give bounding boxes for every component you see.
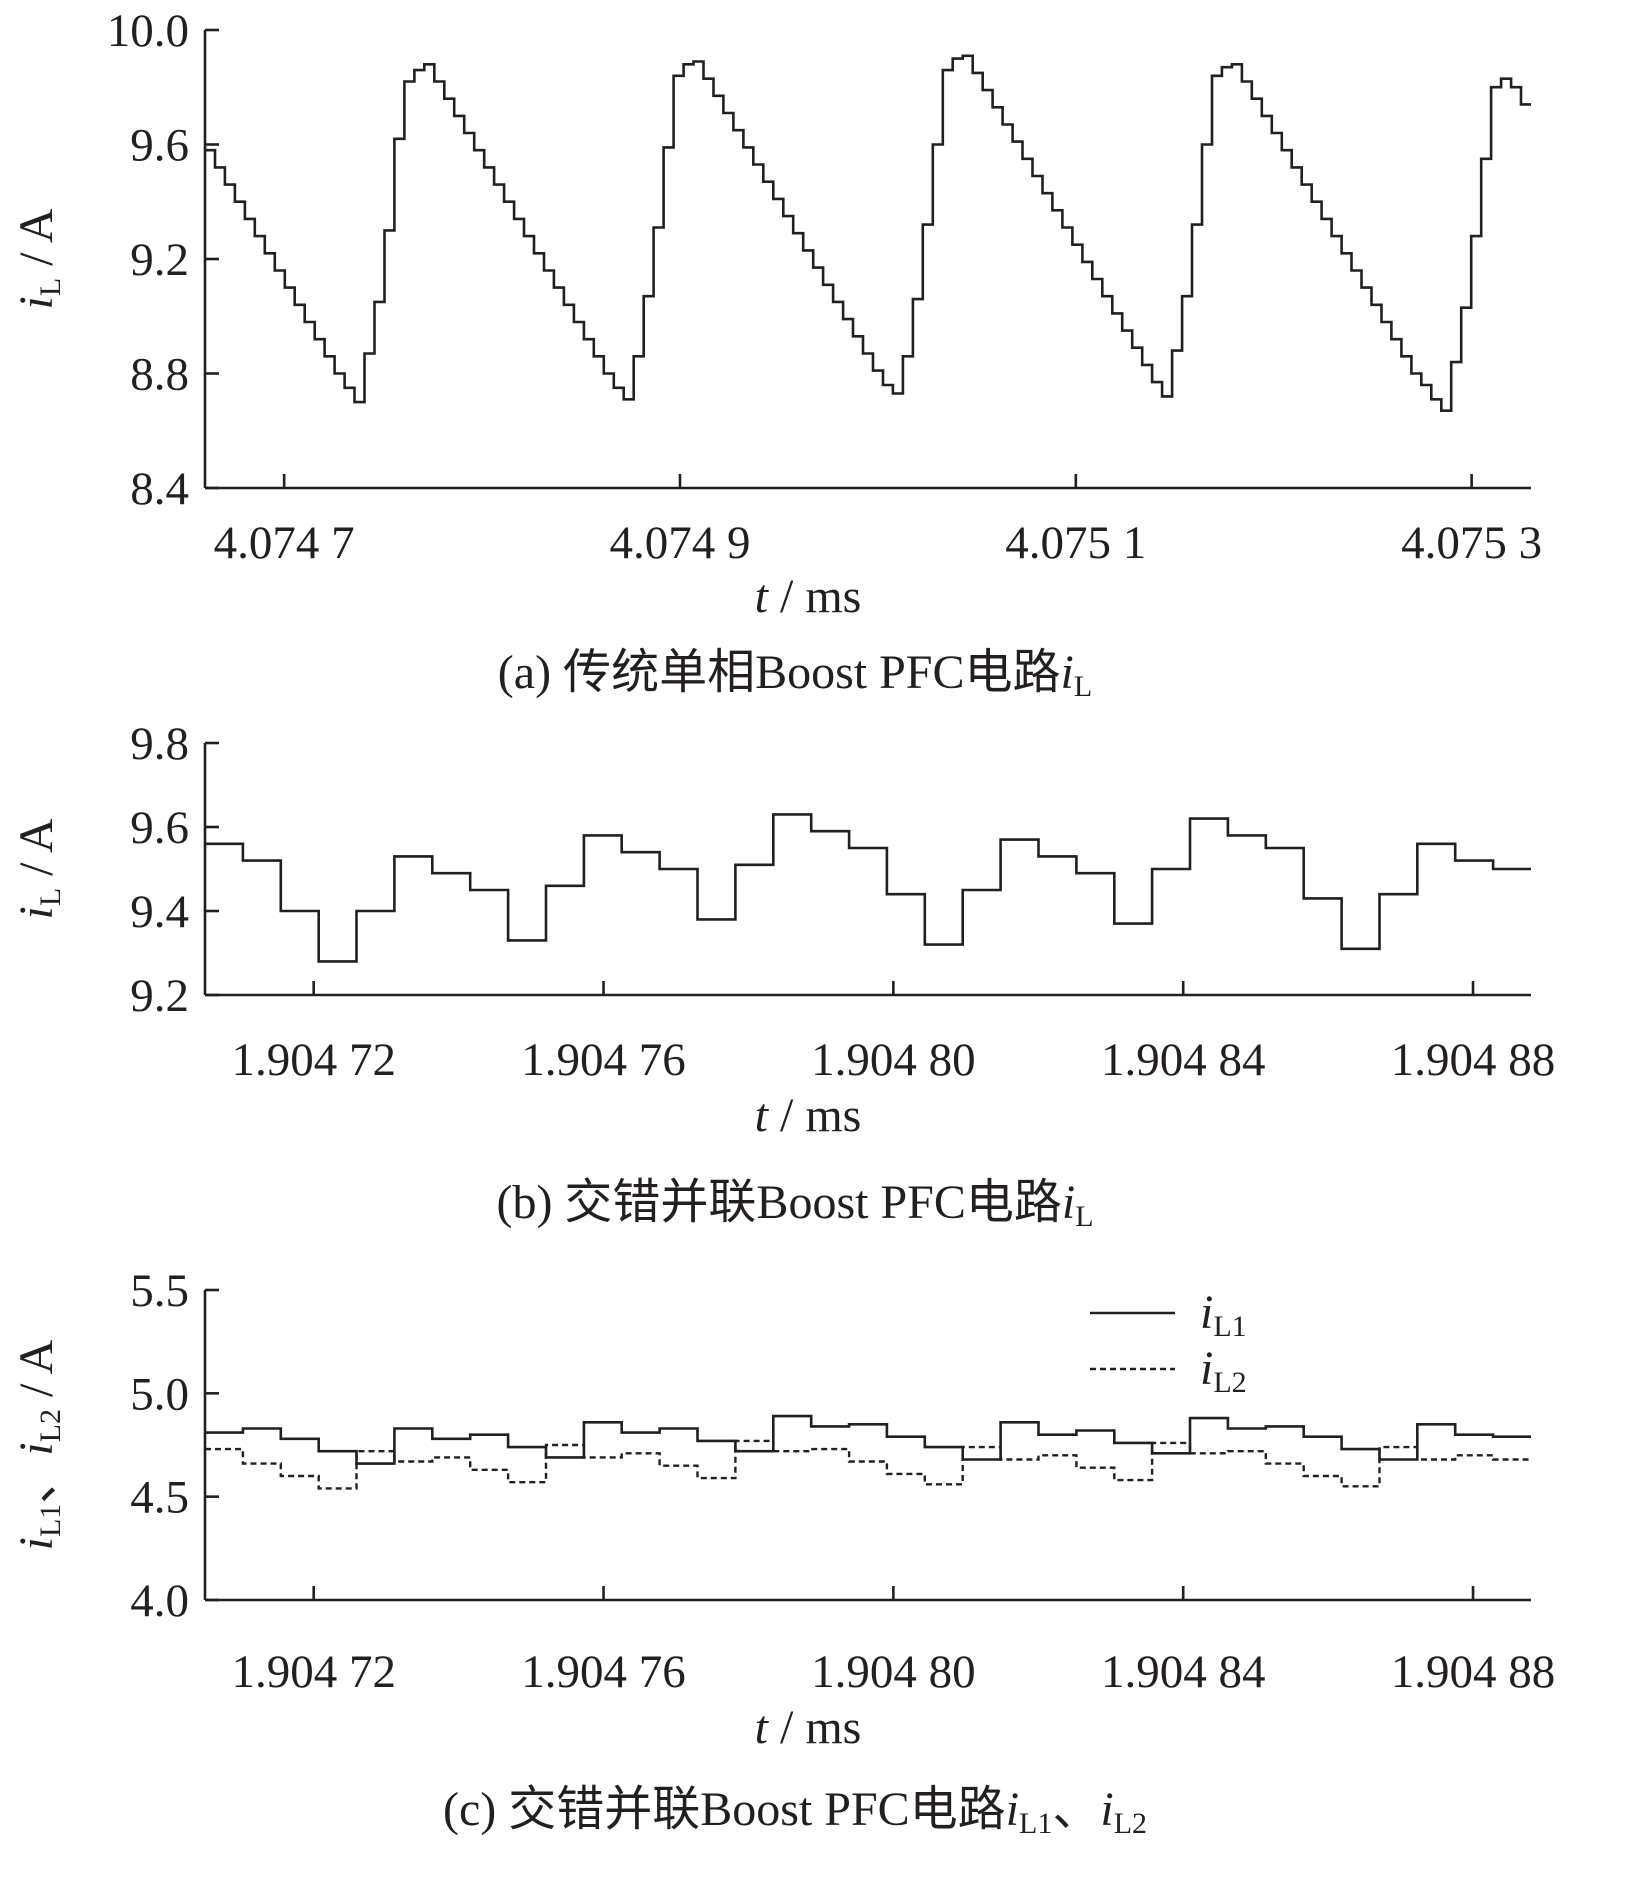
y-axis-label: iL / A: [10, 208, 67, 309]
x-tick-label: 4.075 3: [1401, 517, 1542, 569]
x-axis-label: t / ms: [755, 570, 862, 623]
x-tick-label: 4.074 7: [214, 517, 355, 569]
x-tick-label: 1.904 76: [521, 1034, 686, 1086]
x-tick-label: 1.904 76: [521, 1646, 686, 1698]
y-tick-label: 9.6: [130, 120, 189, 172]
panel-caption: (b) 交错并联Boost PFC电路iL: [496, 1176, 1093, 1233]
series-line-1: [205, 54, 1531, 412]
y-tick-label: 10.0: [107, 5, 189, 57]
panel-a: 8.4 8.8 9.2 9.6 10.0 4.074 7 4.074 9 4.075 1 4.0…: [10, 5, 1542, 703]
y-tick-label: 8.4: [130, 463, 189, 515]
x-tick-label: 1.904 84: [1101, 1646, 1266, 1698]
y-axis-label: iL1、iL2 / A: [10, 1339, 67, 1550]
y-tick-label: 4.5: [130, 1472, 189, 1524]
legend-label-L1: iL1: [1200, 1286, 1247, 1343]
x-tick-label: 1.904 88: [1391, 1646, 1556, 1698]
y-tick-label: 5.5: [130, 1265, 189, 1317]
panel-c: 4.0 4.5 5.0 5.5 1.904 72 1.904 76 1.904 80 1.90…: [10, 1265, 1555, 1840]
y-tick-label: 5.0: [130, 1368, 189, 1420]
x-tick-label: 1.904 80: [811, 1034, 976, 1086]
y-tick-label: 9.4: [130, 886, 189, 938]
x-tick-label: 1.904 80: [811, 1646, 976, 1698]
y-tick-label: 9.6: [130, 802, 189, 854]
y-tick-label: 9.2: [130, 970, 189, 1022]
x-axis-label: t / ms: [755, 1089, 862, 1142]
y-tick-label: 4.0: [130, 1575, 189, 1627]
y-tick-label: 9.2: [130, 234, 189, 286]
x-axis-label: t / ms: [755, 1701, 862, 1754]
y-tick-label: 9.8: [130, 718, 189, 770]
series-line-L2: [205, 1439, 1531, 1490]
series-line-1: [205, 813, 1531, 963]
x-tick-label: 4.074 9: [609, 517, 750, 569]
x-tick-label: 1.904 72: [231, 1034, 396, 1086]
legend-label-L2: iL2: [1200, 1342, 1247, 1399]
x-tick-label: 1.904 84: [1101, 1034, 1266, 1086]
panel-caption: (c) 交错并联Boost PFC电路iL1、iL2: [443, 1783, 1147, 1840]
y-tick-label: 8.8: [130, 349, 189, 401]
series-line-L1: [205, 1414, 1531, 1465]
x-tick-label: 4.075 1: [1005, 517, 1146, 569]
x-tick-label: 1.904 72: [231, 1646, 396, 1698]
y-axis-label: iL / A: [10, 818, 67, 919]
x-tick-label: 1.904 88: [1391, 1034, 1556, 1086]
panel-caption: (a) 传统单相Boost PFC电路iL: [498, 646, 1092, 703]
panel-b: 9.2 9.4 9.6 9.8 1.904 72 1.904 76 1.904 80 1.90…: [10, 718, 1555, 1233]
